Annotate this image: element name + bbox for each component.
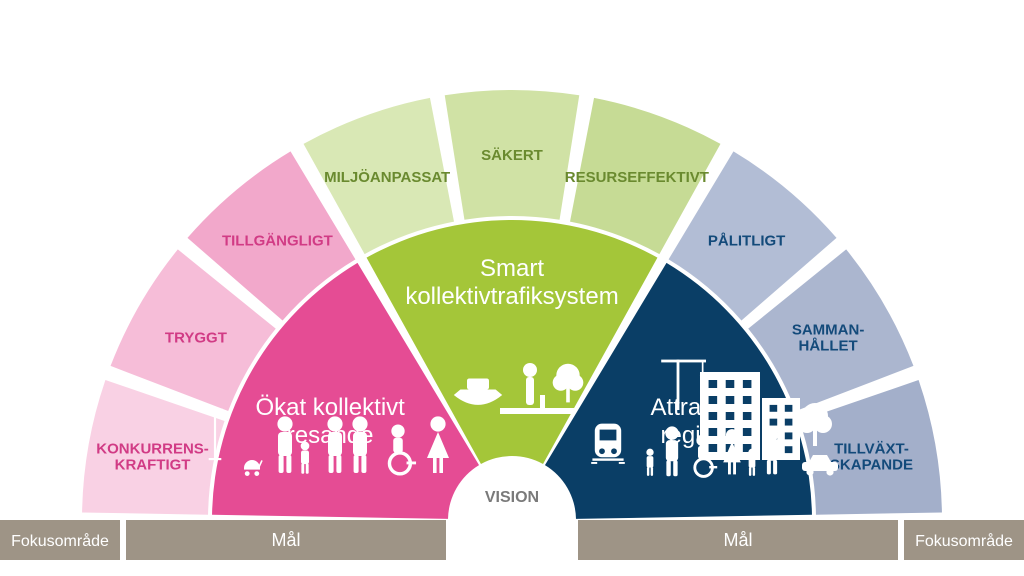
outer-wedge-miljoanpassat-label-0: MILJÖANPASSAT	[324, 169, 450, 186]
vision-hub	[452, 460, 572, 576]
outer-wedge-tillvaxtskapande-label-1: SKAPANDE	[830, 457, 913, 474]
bottom-bar-mal-left-label: Mål	[271, 530, 300, 550]
inner-wedge-smart-kollektivtrafiksystem-title-1: kollektivtrafiksystem	[405, 283, 618, 310]
outer-wedge-tillvaxtskapande-label-0: TILLVÄXT-	[834, 441, 909, 458]
inner-wedge-smart-kollektivtrafiksystem-title-0: Smart	[480, 255, 544, 282]
vision-label: VISION	[485, 489, 539, 506]
bottom-bar-fokusomrade-right-label: Fokusområde	[915, 532, 1013, 550]
outer-wedge-konkurrenskraftigt-label-1: KRAFTIGT	[115, 457, 191, 474]
outer-wedge-sakert-label-0: SÄKERT	[481, 147, 543, 164]
outer-wedge-tillgangligt-label-0: TILLGÄNGLIGT	[222, 232, 333, 249]
bottom-bar-mal-right-label: Mål	[723, 530, 752, 550]
inner-wedge-okat-kollektivt-resande-title-0: Ökat kollektivt	[255, 394, 405, 421]
outer-wedge-palitligt-label-0: PÅLITLIGT	[708, 232, 786, 249]
outer-wedge-resurseffektivt-label-0: RESURSEFFEKTIVT	[565, 169, 709, 186]
outer-wedge-tryggt-label-0: TRYGGT	[165, 330, 227, 347]
infographic-stage: Fokusområde Mål Mål Fokusområde KONKURRENS-K…	[0, 0, 1024, 576]
outer-wedge-sammanhallet-label-0: SAMMAN-	[792, 322, 865, 339]
bottom-bar-fokusomrade-left-label: Fokusområde	[11, 532, 109, 550]
outer-wedge-sammanhallet-label-1: HÅLLET	[799, 338, 858, 355]
outer-wedge-konkurrenskraftigt-label-0: KONKURRENS-	[96, 441, 209, 458]
